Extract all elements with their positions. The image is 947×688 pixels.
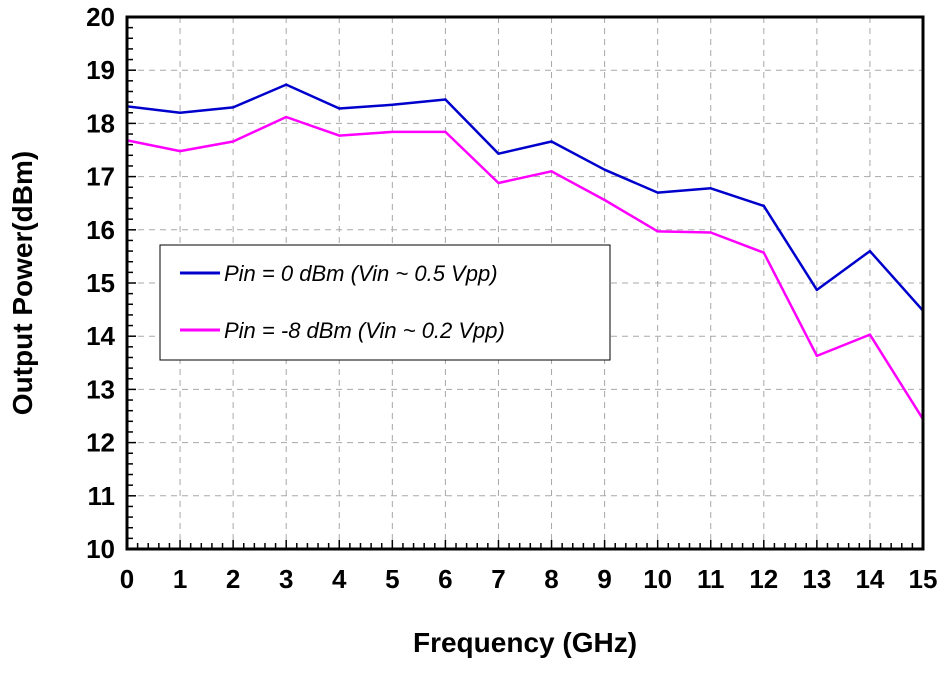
data-point-series-2	[550, 170, 553, 173]
data-point-series-1	[285, 83, 288, 86]
data-point-series-2	[709, 231, 712, 234]
y-tick-label: 20	[86, 2, 115, 32]
series-line-1	[126, 83, 924, 312]
data-point-series-1	[709, 187, 712, 190]
y-tick-label: 17	[86, 162, 115, 192]
x-tick-label: 12	[749, 564, 778, 594]
data-point-series-2	[497, 181, 500, 185]
data-point-series-2	[868, 333, 872, 336]
x-tick-labels: 0 1 2 3 4 5 6 7 8 9 10 11 12 13 14 15	[120, 564, 938, 594]
data-point-series-2	[656, 230, 659, 233]
data-point-series-1	[231, 106, 235, 109]
data-point-series-1	[868, 249, 872, 253]
x-tick-label: 3	[279, 564, 293, 594]
data-point-series-1	[444, 98, 447, 101]
y-tick-label: 18	[86, 108, 115, 138]
y-tick-label: 12	[86, 428, 115, 458]
data-point-series-1	[815, 288, 819, 292]
x-axis-title: Frequency (GHz)	[413, 627, 637, 658]
legend-label-series-2: Pin = -8 dBm (Vin ~ 0.2 Vpp)	[224, 318, 505, 343]
x-tick-label: 1	[173, 564, 187, 594]
legend: Pin = 0 dBm (Vin ~ 0.5 Vpp) Pin = -8 dBm…	[159, 244, 611, 361]
data-point-series-2	[391, 130, 394, 134]
x-tick-label: 14	[855, 564, 884, 594]
y-axis-title: Output Power(dBm)	[7, 151, 38, 415]
x-tick-label: 4	[332, 564, 347, 594]
x-tick-label: 0	[120, 564, 134, 594]
data-point-series-2	[285, 115, 288, 119]
data-point-series-2	[444, 130, 447, 134]
data-point-series-1	[656, 191, 659, 194]
x-tick-label: 8	[544, 564, 558, 594]
y-tick-label: 11	[88, 481, 116, 511]
x-tick-label: 7	[491, 564, 505, 594]
y-tick-label: 13	[86, 374, 115, 404]
data-point-series-1	[338, 107, 341, 110]
data-point-series-1	[178, 111, 182, 114]
data-point-series-2	[178, 149, 182, 153]
y-tick-label: 16	[86, 215, 115, 245]
data-point-series-1	[497, 152, 500, 155]
data-point-series-2	[603, 198, 606, 202]
data-point-series-2	[762, 251, 765, 254]
x-tick-label: 13	[802, 564, 831, 594]
x-tick-label: 5	[385, 564, 399, 594]
y-tick-label: 19	[86, 55, 115, 85]
data-point-series-2	[231, 140, 235, 143]
x-tick-label: 10	[643, 564, 672, 594]
data-point-series-1	[603, 168, 606, 171]
data-point-series-1	[762, 204, 765, 208]
x-tick-label: 9	[597, 564, 611, 594]
x-tick-label: 6	[438, 564, 452, 594]
plot-frame	[125, 15, 925, 551]
x-tick-label: 15	[909, 564, 938, 594]
data-point-series-1	[550, 140, 553, 143]
x-tick-label: 11	[697, 564, 725, 594]
series-line-2	[126, 115, 925, 420]
y-tick-label: 10	[86, 534, 115, 564]
data-point-series-1	[391, 103, 394, 106]
y-tick-labels: 10 11 12 13 14 15 16 17 18 19 20	[86, 2, 115, 564]
data-point-series-2	[338, 134, 341, 137]
y-tick-label: 14	[86, 321, 115, 351]
data-point-series-2	[815, 354, 819, 358]
y-tick-label: 15	[86, 268, 115, 298]
legend-box	[159, 244, 611, 361]
legend-label-series-1: Pin = 0 dBm (Vin ~ 0.5 Vpp)	[224, 261, 498, 286]
x-tick-label: 2	[226, 564, 240, 594]
